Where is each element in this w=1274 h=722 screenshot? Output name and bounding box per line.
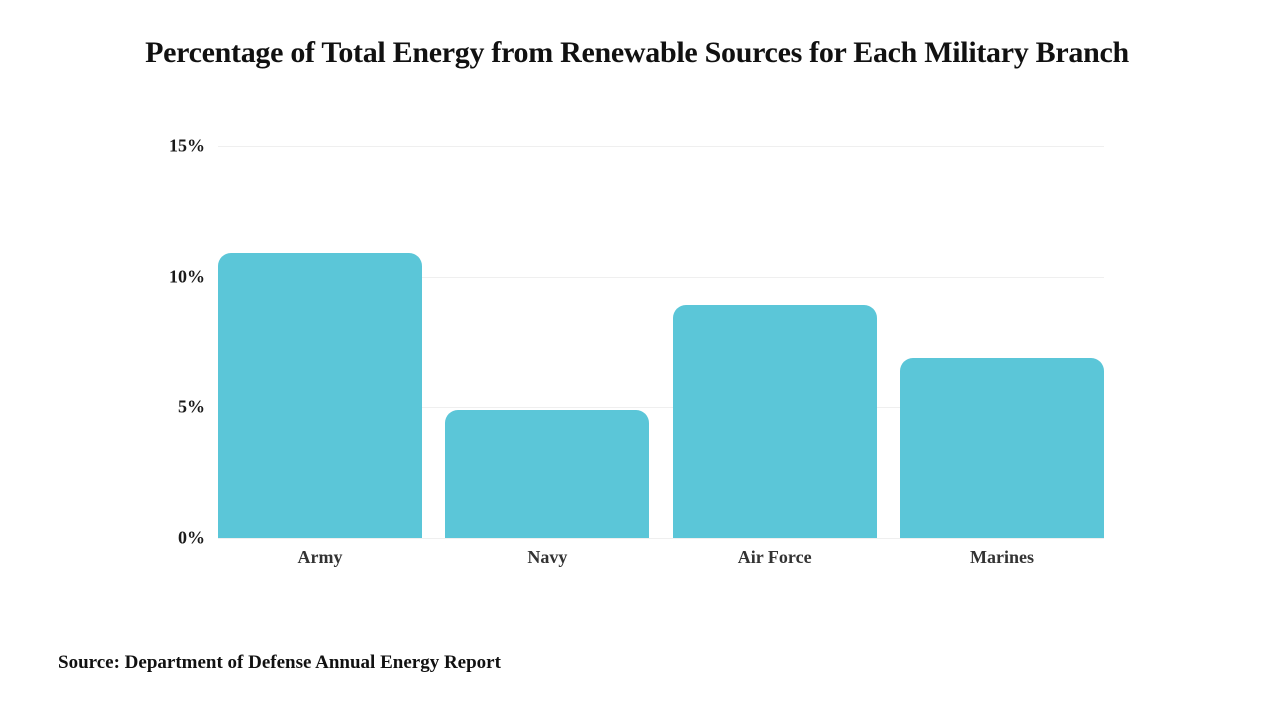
chart-title: Percentage of Total Energy from Renewabl…: [145, 36, 1129, 69]
bar-marines: [900, 357, 1104, 538]
ytick-label-15-: 15%: [169, 135, 205, 156]
gridline-10-: [218, 276, 1104, 278]
gridline-15-: [218, 146, 1104, 147]
gridline-0-: [218, 538, 1104, 539]
gridline-5-: [218, 407, 1104, 409]
bar-air-force: [672, 305, 877, 538]
bar-navy: [445, 409, 650, 538]
xtick-label-marines: Marines: [970, 547, 1034, 567]
xtick-label-navy: Navy: [527, 547, 568, 567]
ytick-label-10-: 10%: [169, 266, 205, 287]
ytick-label-0-: 0%: [178, 527, 205, 548]
ytick-label-5-: 5%: [178, 396, 205, 417]
xtick-label-air-force: Air Force: [737, 547, 812, 567]
source-note: Source: Department of Defense Annual Ene…: [58, 652, 501, 673]
bar-army: [218, 253, 422, 538]
xtick-label-army: Army: [297, 547, 343, 567]
